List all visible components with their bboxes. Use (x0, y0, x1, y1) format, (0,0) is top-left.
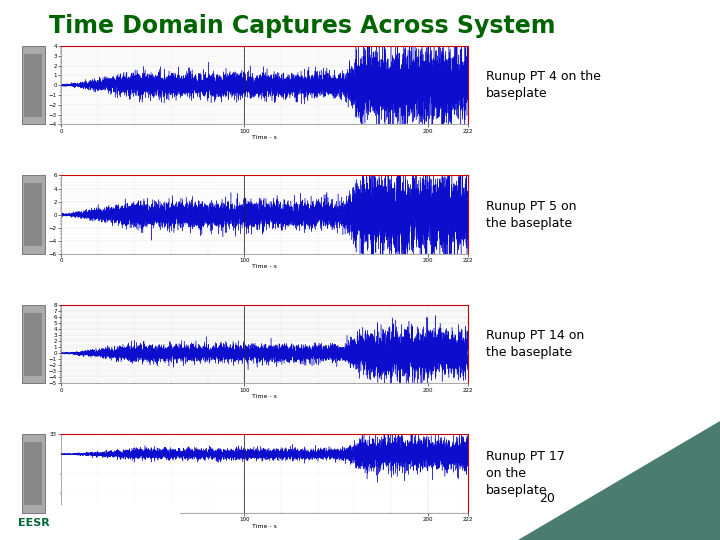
X-axis label: Time - s: Time - s (252, 394, 277, 399)
Text: Runup PT 17
on the
baseplate: Runup PT 17 on the baseplate (486, 450, 565, 497)
Text: Runup PT 14 on
the baseplate: Runup PT 14 on the baseplate (486, 329, 584, 359)
X-axis label: Time - s: Time - s (252, 135, 277, 140)
X-axis label: Time - s: Time - s (252, 524, 277, 529)
Text: EESR: EESR (18, 518, 50, 528)
Text: Time Domain Captures Across System: Time Domain Captures Across System (49, 14, 556, 37)
Text: Runup PT 5 on
the baseplate: Runup PT 5 on the baseplate (486, 200, 577, 230)
Y-axis label: Accel (g): Accel (g) (41, 330, 46, 358)
X-axis label: Time - s: Time - s (252, 265, 277, 269)
Text: 20: 20 (539, 492, 555, 505)
Y-axis label: Accel (g): Accel (g) (41, 201, 46, 228)
Text: Runup PT 4 on the
baseplate: Runup PT 4 on the baseplate (486, 70, 601, 100)
Y-axis label: Accel (g): Accel (g) (41, 71, 46, 99)
Y-axis label: Accel (g): Accel (g) (37, 460, 42, 488)
